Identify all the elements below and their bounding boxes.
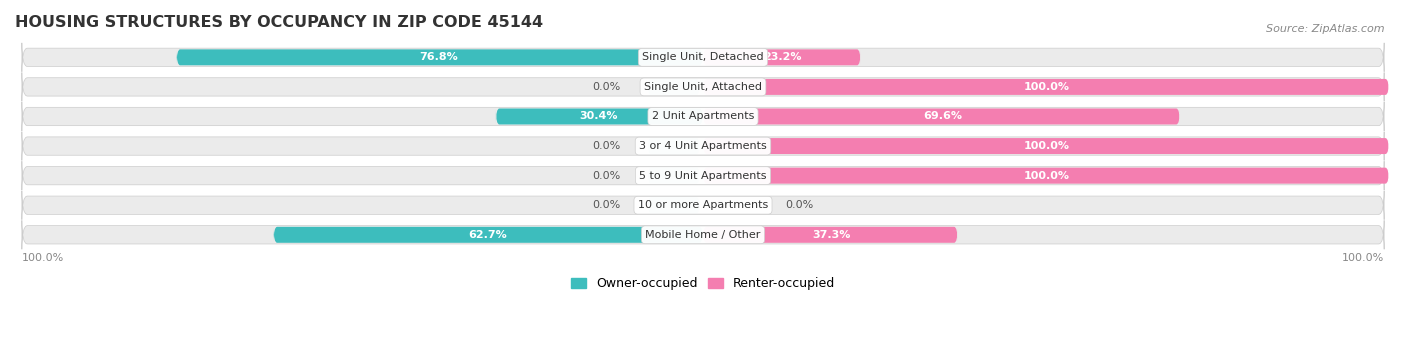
Text: 3 or 4 Unit Apartments: 3 or 4 Unit Apartments bbox=[640, 141, 766, 151]
FancyBboxPatch shape bbox=[703, 138, 1389, 154]
Text: 100.0%: 100.0% bbox=[1341, 253, 1384, 263]
FancyBboxPatch shape bbox=[177, 49, 703, 65]
Text: 10 or more Apartments: 10 or more Apartments bbox=[638, 200, 768, 210]
FancyBboxPatch shape bbox=[22, 191, 1384, 220]
Text: Source: ZipAtlas.com: Source: ZipAtlas.com bbox=[1267, 24, 1385, 34]
FancyBboxPatch shape bbox=[496, 108, 703, 124]
Text: 69.6%: 69.6% bbox=[922, 112, 962, 121]
Text: 30.4%: 30.4% bbox=[579, 112, 617, 121]
FancyBboxPatch shape bbox=[703, 108, 1180, 124]
Text: 100.0%: 100.0% bbox=[1024, 170, 1070, 181]
FancyBboxPatch shape bbox=[22, 72, 1384, 101]
Text: Mobile Home / Other: Mobile Home / Other bbox=[645, 230, 761, 240]
FancyBboxPatch shape bbox=[22, 132, 1384, 161]
Text: Single Unit, Detached: Single Unit, Detached bbox=[643, 52, 763, 62]
FancyBboxPatch shape bbox=[22, 161, 1384, 190]
Text: 100.0%: 100.0% bbox=[22, 253, 65, 263]
Text: 23.2%: 23.2% bbox=[763, 52, 801, 62]
Text: 0.0%: 0.0% bbox=[592, 82, 620, 92]
Text: HOUSING STRUCTURES BY OCCUPANCY IN ZIP CODE 45144: HOUSING STRUCTURES BY OCCUPANCY IN ZIP C… bbox=[15, 15, 543, 30]
Text: 5 to 9 Unit Apartments: 5 to 9 Unit Apartments bbox=[640, 170, 766, 181]
Text: 0.0%: 0.0% bbox=[592, 141, 620, 151]
FancyBboxPatch shape bbox=[22, 220, 1384, 249]
FancyBboxPatch shape bbox=[703, 49, 860, 65]
FancyBboxPatch shape bbox=[22, 43, 1384, 72]
FancyBboxPatch shape bbox=[274, 227, 703, 243]
Text: 76.8%: 76.8% bbox=[419, 52, 458, 62]
FancyBboxPatch shape bbox=[648, 138, 700, 154]
Text: 0.0%: 0.0% bbox=[592, 170, 620, 181]
FancyBboxPatch shape bbox=[703, 79, 1389, 95]
FancyBboxPatch shape bbox=[22, 102, 1384, 131]
Text: 2 Unit Apartments: 2 Unit Apartments bbox=[652, 112, 754, 121]
Text: 0.0%: 0.0% bbox=[592, 200, 620, 210]
Text: 100.0%: 100.0% bbox=[1024, 82, 1070, 92]
Text: 62.7%: 62.7% bbox=[468, 230, 506, 240]
FancyBboxPatch shape bbox=[703, 227, 957, 243]
FancyBboxPatch shape bbox=[703, 168, 1389, 184]
Legend: Owner-occupied, Renter-occupied: Owner-occupied, Renter-occupied bbox=[567, 272, 839, 295]
FancyBboxPatch shape bbox=[648, 168, 700, 184]
FancyBboxPatch shape bbox=[648, 79, 700, 95]
Text: 37.3%: 37.3% bbox=[813, 230, 851, 240]
FancyBboxPatch shape bbox=[648, 197, 700, 213]
Text: 0.0%: 0.0% bbox=[786, 200, 814, 210]
Text: 100.0%: 100.0% bbox=[1024, 141, 1070, 151]
Text: Single Unit, Attached: Single Unit, Attached bbox=[644, 82, 762, 92]
